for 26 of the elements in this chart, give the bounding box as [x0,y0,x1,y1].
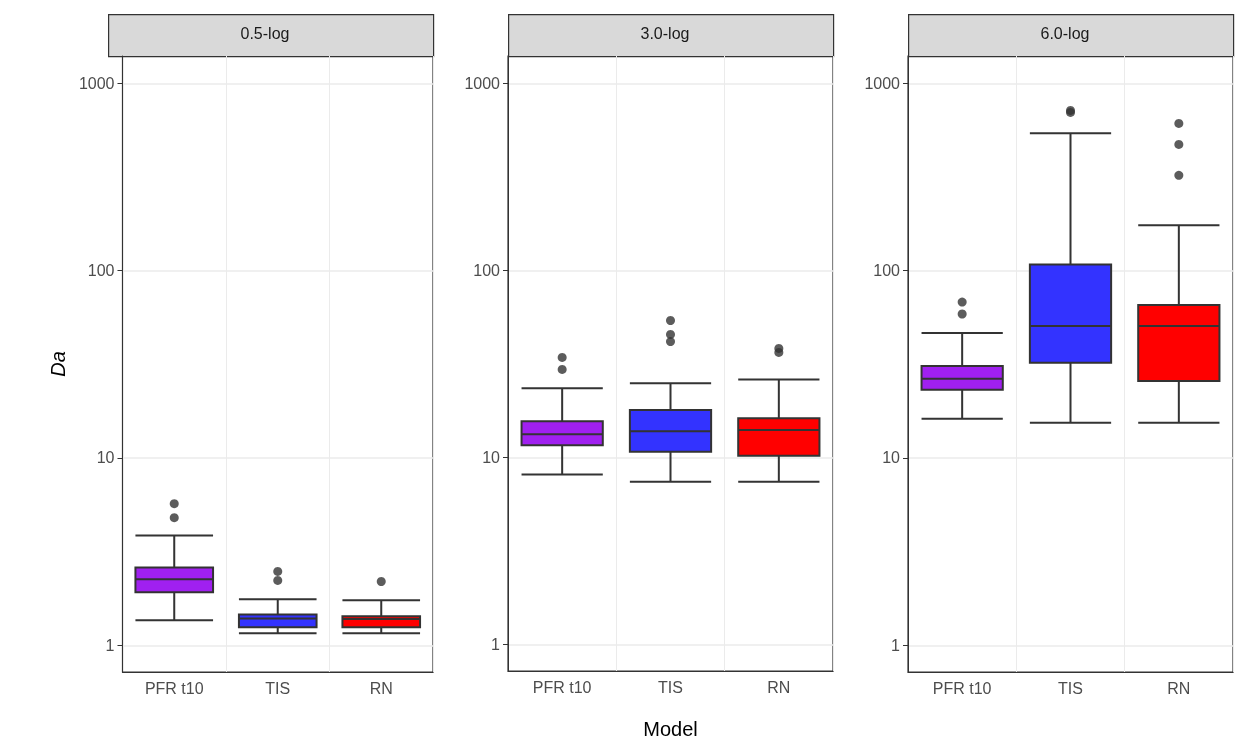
chart-title: 3.0-log [640,24,690,42]
y-tick-label: 100 [87,262,115,280]
y-tick-label: 100 [873,262,901,280]
x-tick-label: RN [369,679,393,697]
y-tick-label: 1000 [464,74,501,92]
y-tick-label: 1000 [78,74,115,92]
y-tick-label: 100 [473,261,501,279]
x-tick-label: TIS [1058,679,1083,697]
x-tick-label: PFR t10 [144,679,204,697]
x-tick-label: TIS [658,678,683,696]
y-axis-title: Da [47,351,69,377]
x-tick-label: PFR t10 [932,679,992,697]
x-tick-label: RN [767,678,791,696]
x-tick-label: PFR t10 [532,678,592,696]
x-axis-title: Model [643,718,698,740]
y-tick-label: 1 [105,636,115,654]
x-tick-label: RN [1167,679,1191,697]
y-tick-label: 1 [491,635,501,653]
y-tick-label: 1 [891,636,901,654]
chart-title: 6.0-log [1040,24,1090,42]
x-tick-label: TIS [265,679,291,697]
y-tick-label: 10 [96,449,115,467]
y-tick-label: 1000 [864,74,901,92]
y-tick-label: 10 [882,449,901,467]
chart-title: 0.5-log [240,24,290,42]
y-tick-label: 10 [482,448,501,466]
